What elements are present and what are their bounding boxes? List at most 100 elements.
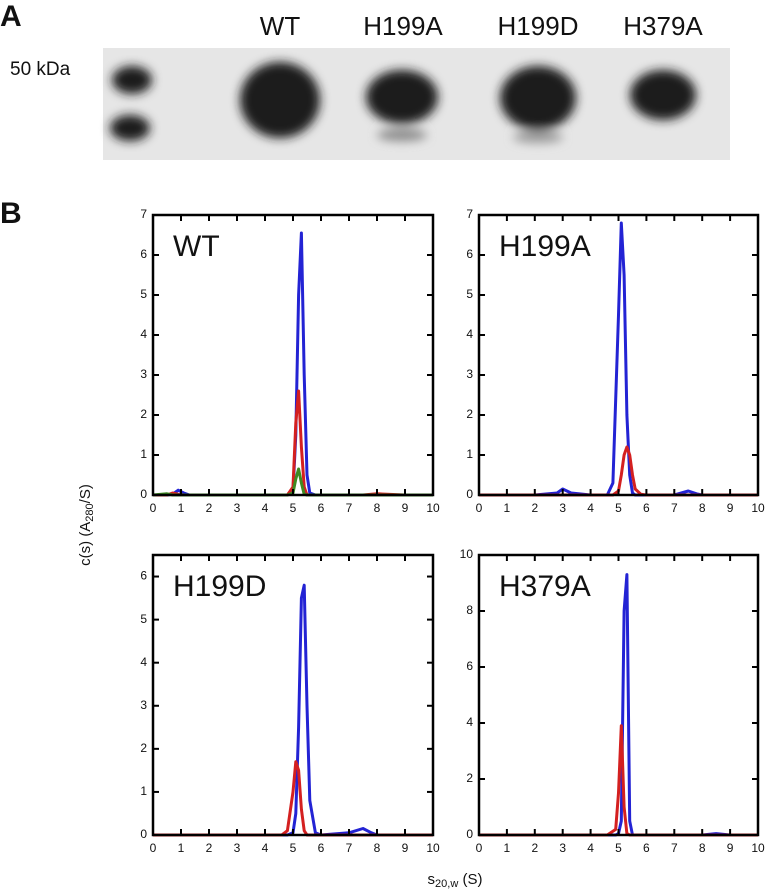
chart-title: H379A [499, 570, 591, 603]
y-tick-label: 2 [466, 771, 473, 785]
y-tick-label: 6 [140, 247, 147, 261]
y-tick-label: 3 [466, 367, 473, 381]
x-tick-label: 1 [178, 501, 185, 515]
x-tick-label: 10 [426, 501, 440, 515]
series-line [479, 445, 758, 497]
plot-frame [477, 213, 760, 497]
x-tick-label: 4 [587, 841, 594, 855]
y-tick-label: 0 [140, 827, 147, 841]
x-tick-label: 10 [426, 841, 440, 855]
y-tick-label: 4 [466, 327, 473, 341]
x-tick-label: 9 [402, 841, 409, 855]
panel-label: B [0, 197, 22, 230]
x-tick-label: 0 [476, 501, 483, 515]
x-tick-label: 1 [178, 841, 185, 855]
x-tick-label: 6 [318, 841, 325, 855]
label-part: c(s) (A [77, 522, 94, 566]
y-tick-label: 4 [140, 327, 147, 341]
y-tick-label: 2 [140, 407, 147, 421]
label-part: (S) [458, 871, 482, 888]
x-tick-label: 7 [671, 501, 678, 515]
x-tick-label: 2 [531, 501, 538, 515]
chart-title: H199D [173, 570, 266, 603]
x-tick-label: 3 [234, 841, 241, 855]
y-tick-label: 5 [140, 612, 147, 626]
label-part: 280 [84, 503, 96, 521]
x-tick-label: 10 [751, 501, 765, 515]
gel-image [103, 48, 730, 160]
y-tick-label: 5 [466, 287, 473, 301]
marker-label: 50 kDa [10, 59, 71, 80]
y-tick-label: 6 [140, 569, 147, 583]
x-tick-label: 5 [290, 841, 297, 855]
panel-label: A [0, 0, 22, 33]
x-tick-label: 5 [615, 841, 622, 855]
lane-label: H199A [363, 11, 443, 41]
x-tick-label: 5 [290, 501, 297, 515]
x-tick-label: 7 [671, 841, 678, 855]
x-tick-label: 0 [476, 841, 483, 855]
y-tick-label: 3 [140, 367, 147, 381]
chart-title: H199A [499, 230, 591, 263]
plot-frame [151, 213, 435, 497]
lane-label: H199D [498, 11, 579, 41]
x-tick-label: 1 [504, 841, 511, 855]
x-tick-label: 2 [531, 841, 538, 855]
y-tick-label: 7 [140, 207, 147, 221]
series-line [479, 724, 758, 837]
series-line [153, 389, 433, 497]
series-line [479, 221, 758, 497]
y-tick-label: 1 [140, 447, 147, 461]
y-tick-label: 6 [466, 659, 473, 673]
lane-label: WT [260, 11, 301, 41]
lane-label: H379A [623, 11, 703, 41]
y-tick-label: 0 [466, 827, 473, 841]
y-tick-label: 4 [466, 715, 473, 729]
x-tick-label: 9 [727, 501, 734, 515]
x-tick-label: 4 [262, 841, 269, 855]
plot-frame [477, 553, 760, 837]
y-tick-label: 3 [140, 698, 147, 712]
x-tick-label: 3 [559, 841, 566, 855]
x-tick-label: 1 [504, 501, 511, 515]
x-tick-label: 8 [374, 841, 381, 855]
x-tick-label: 6 [643, 841, 650, 855]
x-tick-label: 10 [751, 841, 765, 855]
x-tick-label: 6 [318, 501, 325, 515]
chart-title: WT [173, 230, 220, 263]
x-tick-label: 8 [374, 501, 381, 515]
x-tick-label: 3 [234, 501, 241, 515]
x-tick-label: 7 [346, 501, 353, 515]
x-tick-label: 8 [699, 501, 706, 515]
y-tick-label: 8 [466, 603, 473, 617]
x-tick-label: 9 [402, 501, 409, 515]
y-tick-label: 5 [140, 287, 147, 301]
y-tick-label: 1 [466, 447, 473, 461]
y-tick-label: 10 [460, 547, 474, 561]
label-part: 20,w [435, 878, 458, 890]
x-tick-label: 8 [699, 841, 706, 855]
y-axis-label: c(s) (A280/S) [77, 484, 96, 566]
y-tick-label: 6 [466, 247, 473, 261]
x-tick-label: 6 [643, 501, 650, 515]
y-tick-label: 2 [140, 741, 147, 755]
x-tick-label: 2 [206, 501, 213, 515]
x-tick-label: 9 [727, 841, 734, 855]
y-tick-label: 0 [140, 487, 147, 501]
y-tick-label: 1 [140, 784, 147, 798]
plot-frame [151, 553, 435, 837]
y-tick-label: 2 [466, 407, 473, 421]
x-tick-label: 5 [615, 501, 622, 515]
label-part: s [428, 871, 436, 888]
x-tick-label: 4 [262, 501, 269, 515]
x-tick-label: 3 [559, 501, 566, 515]
y-tick-label: 7 [466, 207, 473, 221]
label-part: /S) [77, 484, 94, 503]
y-tick-label: 0 [466, 487, 473, 501]
x-tick-label: 0 [150, 501, 157, 515]
x-tick-label: 4 [587, 501, 594, 515]
x-tick-label: 0 [150, 841, 157, 855]
x-axis-label: s20,w (S) [428, 871, 483, 890]
